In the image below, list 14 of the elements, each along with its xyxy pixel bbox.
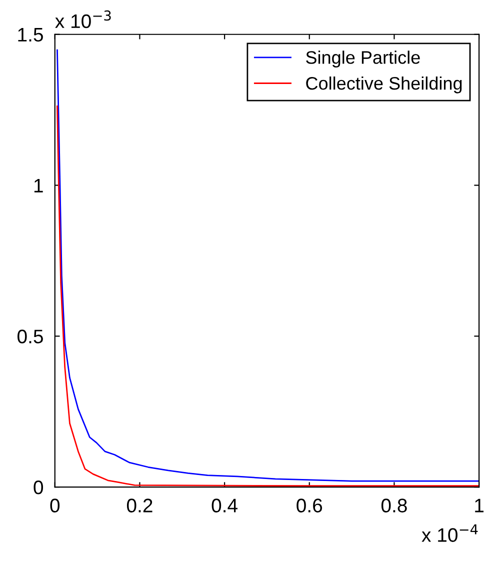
x-tick-label: 0 xyxy=(50,498,60,512)
text: x 10$^{−3}$ xyxy=(55,10,111,28)
x-tick-label: 0.6 xyxy=(296,498,322,512)
text: x 10$^{−4}$ xyxy=(422,524,478,542)
legend-label: Single Particle xyxy=(306,50,420,68)
y-tick-label: 1.5 xyxy=(18,28,43,42)
x-tick-label: 0.8 xyxy=(381,498,407,512)
y-tick-label: 0 xyxy=(34,480,44,494)
x-tick-label: 1 xyxy=(475,498,484,512)
legend-label: Collective Sheilding xyxy=(306,76,462,94)
x-tick-label: 0.2 xyxy=(126,498,152,512)
y-tick-label: 0.5 xyxy=(18,330,43,344)
y-tick-label: 1 xyxy=(34,178,43,192)
x-tick-label: 0.4 xyxy=(212,498,238,512)
